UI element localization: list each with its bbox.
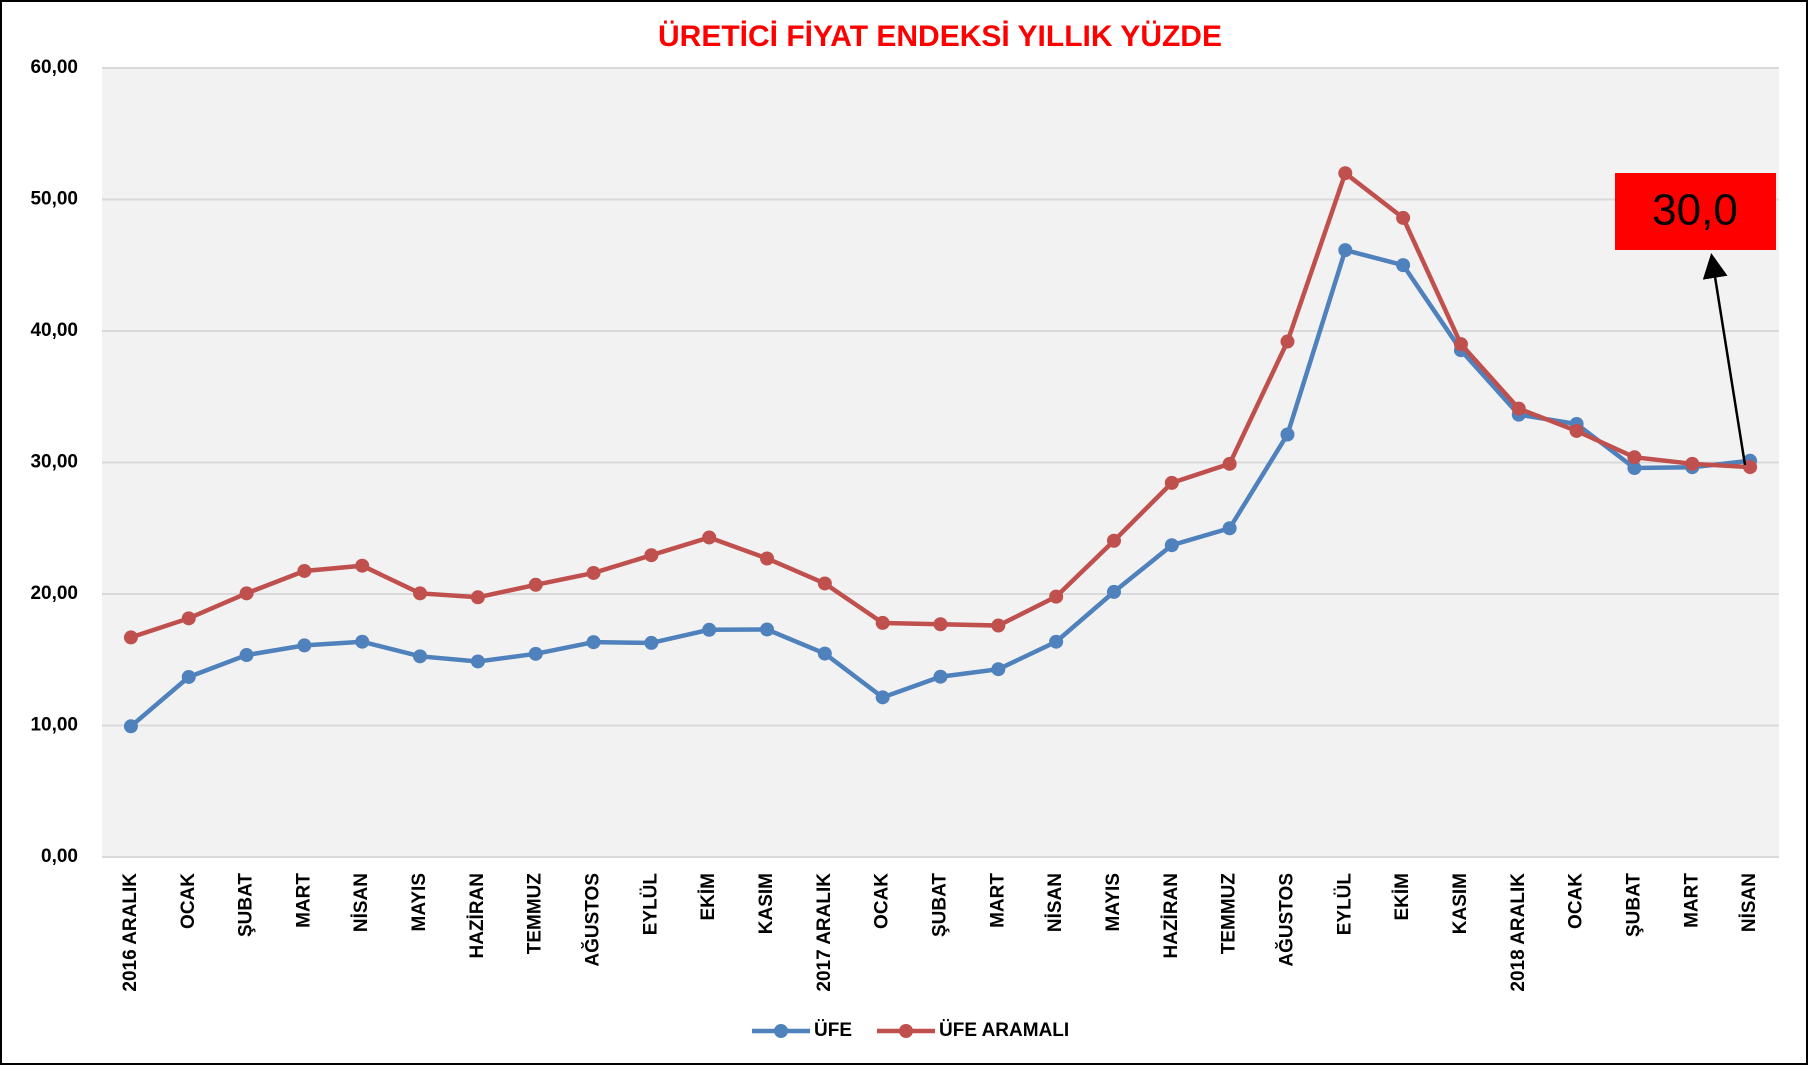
data-point	[470, 654, 485, 669]
data-point	[586, 565, 601, 580]
data-point	[817, 646, 832, 661]
x-tick-label: EYLÜL	[1334, 873, 1355, 936]
x-tick-label: OCAK	[1566, 873, 1587, 929]
legend-marker	[774, 1024, 788, 1038]
data-point	[875, 690, 890, 705]
annotation-arrow	[1702, 253, 1747, 466]
x-tick-label: OCAK	[178, 873, 199, 929]
data-point	[817, 576, 832, 591]
data-point	[760, 622, 775, 637]
x-tick-label: ŞUBAT	[236, 873, 257, 937]
data-point	[239, 648, 254, 663]
x-tick-label: OCAK	[872, 873, 893, 929]
data-point	[1049, 589, 1064, 604]
x-tick-label: KASIM	[756, 873, 777, 934]
data-point	[1049, 634, 1064, 649]
x-tick-label: EYLÜL	[640, 873, 661, 936]
data-point	[702, 530, 717, 545]
x-tick-label: MART	[1681, 873, 1702, 928]
data-point	[1164, 538, 1179, 553]
data-point	[1627, 450, 1642, 465]
y-tick-label: 60,00	[30, 57, 78, 78]
x-tick-label: ŞUBAT	[1623, 873, 1644, 937]
x-tick-label: MAYIS	[1103, 873, 1124, 931]
x-tick-label: MAYIS	[409, 873, 430, 931]
data-point	[1511, 401, 1526, 416]
legend-label: ÜFE ARAMALI	[939, 1020, 1069, 1041]
y-tick-label: 0,00	[41, 846, 78, 867]
chart-title: ÜRETİCİ FİYAT ENDEKSİ YILLIK YÜZDE	[658, 20, 1222, 53]
data-point	[1280, 427, 1295, 442]
data-point	[933, 617, 948, 632]
x-tick-label: AĞUSTOS	[582, 873, 604, 967]
annotation: 30,0	[1652, 186, 1738, 235]
y-tick-label: 10,00	[30, 715, 78, 736]
data-point	[297, 638, 312, 653]
data-point	[1569, 423, 1584, 438]
data-point	[297, 563, 312, 578]
data-point	[760, 551, 775, 566]
data-point	[123, 630, 138, 645]
data-point	[355, 558, 370, 573]
legend-label: ÜFE	[814, 1020, 852, 1041]
data-point	[644, 635, 659, 650]
x-tick-label: 2017 ARALIK	[814, 873, 835, 992]
x-tick-label: MART	[293, 873, 314, 928]
x-tick-label: HAZİRAN	[467, 873, 488, 959]
data-point	[586, 635, 601, 650]
x-tick-label: 2016 ARALIK	[120, 873, 141, 992]
x-tick-label: 2018 ARALIK	[1508, 873, 1529, 992]
data-point	[644, 548, 659, 563]
data-point	[1396, 258, 1411, 273]
data-point	[1685, 456, 1700, 471]
x-tick-label: EKİM	[1392, 873, 1413, 921]
data-point	[702, 622, 717, 637]
data-point	[1222, 456, 1237, 471]
x-tick-label: KASIM	[1450, 873, 1471, 934]
data-point	[1106, 584, 1121, 599]
x-tick-label: AĞUSTOS	[1275, 873, 1297, 967]
data-point	[413, 649, 428, 664]
y-tick-label: 30,00	[30, 452, 78, 473]
data-point	[1627, 461, 1642, 476]
data-point	[181, 669, 196, 684]
data-point	[1280, 334, 1295, 349]
x-tick-label: ŞUBAT	[930, 873, 951, 937]
data-point	[991, 662, 1006, 677]
legend-marker	[899, 1024, 913, 1038]
x-tick-label: MART	[987, 873, 1008, 928]
data-point	[528, 646, 543, 661]
data-point	[239, 586, 254, 601]
y-tick-label: 50,00	[30, 189, 78, 210]
data-point	[1338, 166, 1353, 181]
data-point	[413, 586, 428, 601]
data-point	[1396, 210, 1411, 225]
x-tick-label: NİSAN	[1739, 873, 1760, 932]
data-point	[181, 611, 196, 626]
data-point	[933, 669, 948, 684]
x-tick-label: HAZİRAN	[1161, 873, 1182, 959]
x-tick-label: EKİM	[698, 873, 719, 921]
y-tick-label: 20,00	[30, 583, 78, 604]
x-tick-label: NİSAN	[351, 873, 372, 932]
data-point	[1164, 475, 1179, 490]
annotation-box	[1615, 173, 1776, 250]
data-point	[1453, 337, 1468, 352]
data-point	[123, 719, 138, 734]
data-point	[1743, 460, 1758, 475]
data-point	[1222, 521, 1237, 536]
data-point	[991, 618, 1006, 633]
data-point	[875, 615, 890, 630]
data-point	[355, 634, 370, 649]
data-point	[1338, 243, 1353, 258]
data-point	[528, 577, 543, 592]
y-tick-label: 40,00	[30, 320, 78, 341]
x-tick-label: TEMMUZ	[525, 873, 546, 955]
data-point	[470, 590, 485, 605]
x-tick-label: TEMMUZ	[1219, 873, 1240, 955]
data-point	[1106, 533, 1121, 548]
x-tick-label: NİSAN	[1045, 873, 1066, 932]
